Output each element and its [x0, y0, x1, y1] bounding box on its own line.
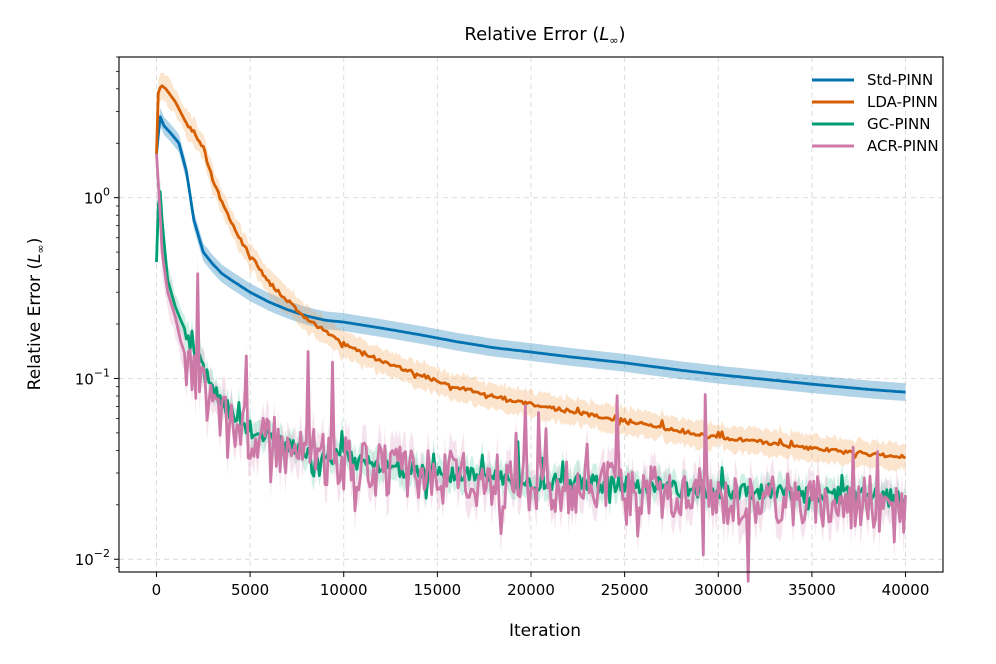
legend-label: LDA-PINN: [867, 93, 938, 111]
x-tick-label: 35000: [788, 581, 836, 599]
line-std-pinn: [155, 115, 906, 394]
x-axis-label: Iteration: [509, 621, 581, 641]
x-tick-label: 15000: [414, 581, 462, 599]
grid: [119, 57, 943, 572]
line-lda-pinn: [155, 84, 906, 460]
legend: Std-PINN LDA-PINN GC-PINN ACR-PINN: [812, 71, 939, 155]
x-tick-label: 10000: [320, 581, 368, 599]
band-lda-pinn: [156, 72, 906, 473]
x-tick-label: 5000: [231, 581, 269, 599]
y-tick-label: 10−2: [75, 547, 110, 569]
legend-label: ACR-PINN: [867, 137, 939, 155]
x-tick-label: 25000: [601, 581, 649, 599]
band-std-pinn: [156, 107, 906, 402]
series-lines: [155, 84, 907, 583]
legend-label: Std-PINN: [867, 71, 933, 89]
x-tick-label: 40000: [882, 581, 930, 599]
y-tick-label: 10−1: [75, 366, 110, 388]
chart-title: Relative Error (L∞): [464, 24, 625, 47]
y-axis-label: Relative Error (L∞): [25, 238, 47, 391]
y-tick-label: 100: [84, 186, 110, 208]
band-gc-pinn: [156, 179, 906, 521]
x-tick-label: 20000: [507, 581, 555, 599]
x-tick-label: 30000: [694, 581, 742, 599]
ticks: 0 5000 10000 15000 20000 25000 30000 35000 40000…: [75, 56, 930, 599]
legend-label: GC-PINN: [867, 115, 930, 133]
line-acr-pinn: [155, 153, 907, 583]
x-tick-label: 0: [152, 581, 162, 599]
